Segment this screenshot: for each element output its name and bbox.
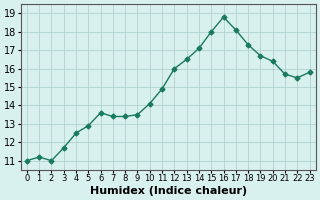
X-axis label: Humidex (Indice chaleur): Humidex (Indice chaleur) <box>90 186 247 196</box>
